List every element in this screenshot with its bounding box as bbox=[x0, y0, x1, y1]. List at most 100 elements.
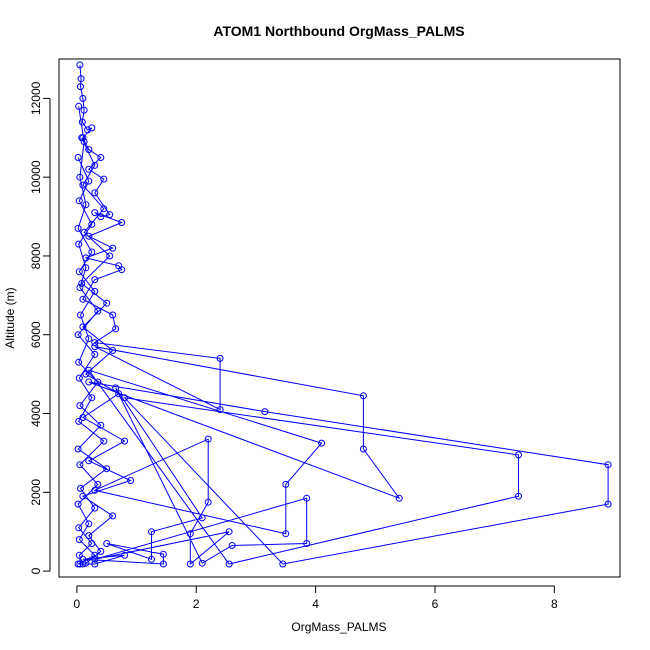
data-point bbox=[79, 94, 87, 102]
y-tick-label: 0 bbox=[29, 567, 43, 574]
data-point bbox=[159, 550, 167, 558]
x-tick-label: 4 bbox=[312, 597, 319, 611]
data-point bbox=[74, 224, 82, 232]
data-point bbox=[115, 390, 123, 398]
data-point bbox=[103, 540, 111, 547]
data-point bbox=[159, 560, 167, 568]
data-point bbox=[88, 248, 96, 256]
data-point bbox=[359, 445, 367, 453]
data-point bbox=[228, 542, 236, 549]
data-point bbox=[79, 181, 87, 189]
data-point bbox=[186, 560, 194, 568]
data-point bbox=[121, 394, 129, 402]
data-point bbox=[88, 124, 96, 132]
data-point bbox=[76, 461, 84, 469]
data-point bbox=[216, 406, 224, 414]
data-point bbox=[109, 512, 117, 520]
data-point bbox=[82, 370, 90, 378]
data-point bbox=[77, 311, 84, 319]
y-tick-label: 2000 bbox=[29, 479, 43, 506]
data-point bbox=[82, 201, 90, 209]
data-point bbox=[109, 347, 117, 354]
data-point bbox=[76, 61, 84, 69]
x-tick-label: 8 bbox=[551, 597, 558, 611]
data-point bbox=[604, 461, 612, 469]
y-axis: 0 2000 4000 6000 8000 10000 12000 bbox=[29, 81, 51, 574]
data-point bbox=[100, 205, 108, 213]
data-point bbox=[282, 530, 290, 538]
data-point bbox=[118, 266, 126, 274]
x-tick-label: 6 bbox=[432, 597, 439, 611]
data-point bbox=[91, 350, 99, 358]
data-point bbox=[91, 343, 99, 351]
data-point bbox=[82, 264, 90, 272]
data-point bbox=[85, 378, 93, 386]
data-point bbox=[112, 325, 120, 333]
plot-area bbox=[74, 61, 612, 568]
data-point bbox=[91, 189, 99, 197]
x-tick-label: 2 bbox=[193, 597, 200, 611]
data-point bbox=[100, 437, 108, 445]
data-point bbox=[106, 252, 114, 260]
data-point bbox=[75, 102, 83, 110]
data-point bbox=[91, 560, 99, 568]
data-point bbox=[76, 402, 84, 410]
data-point bbox=[85, 335, 93, 343]
x-axis-label: OrgMass_PALMS bbox=[291, 620, 386, 634]
data-point bbox=[85, 165, 93, 173]
data-point bbox=[100, 175, 108, 183]
data-point bbox=[91, 161, 99, 169]
data-point bbox=[75, 374, 83, 382]
plot-frame bbox=[58, 58, 621, 578]
data-point bbox=[77, 83, 84, 91]
data-point bbox=[75, 536, 83, 544]
series-layer bbox=[74, 61, 612, 568]
data-point bbox=[78, 134, 86, 142]
data-point bbox=[97, 154, 105, 161]
data-point bbox=[204, 498, 212, 506]
data-point bbox=[279, 560, 287, 568]
data-point bbox=[103, 465, 111, 473]
series-0 bbox=[76, 61, 612, 568]
data-point bbox=[112, 384, 120, 392]
data-point bbox=[359, 392, 367, 400]
data-point bbox=[76, 173, 84, 181]
data-point bbox=[204, 435, 212, 443]
data-point bbox=[261, 408, 269, 416]
data-point bbox=[84, 126, 92, 134]
data-point bbox=[225, 528, 233, 536]
series-line bbox=[77, 157, 105, 565]
data-point bbox=[121, 551, 129, 559]
data-point bbox=[127, 477, 135, 484]
data-point bbox=[303, 494, 311, 502]
data-point bbox=[303, 540, 311, 547]
data-point bbox=[88, 220, 96, 228]
data-point bbox=[118, 219, 126, 226]
data-point bbox=[75, 551, 83, 559]
data-point bbox=[91, 276, 99, 284]
data-point bbox=[97, 421, 105, 429]
data-point bbox=[148, 555, 155, 563]
data-point bbox=[186, 530, 194, 538]
data-point bbox=[94, 480, 102, 488]
data-point bbox=[85, 532, 93, 540]
data-point bbox=[75, 417, 83, 425]
data-point bbox=[75, 358, 83, 366]
data-point bbox=[109, 244, 117, 252]
data-point bbox=[94, 378, 102, 386]
series-2 bbox=[78, 134, 135, 567]
data-point bbox=[75, 240, 83, 248]
data-point bbox=[109, 311, 117, 319]
data-point bbox=[77, 75, 85, 83]
data-point bbox=[515, 451, 522, 459]
data-point bbox=[79, 295, 87, 303]
data-point bbox=[85, 177, 93, 185]
data-point bbox=[106, 211, 114, 219]
series-line bbox=[79, 64, 609, 566]
data-point bbox=[91, 504, 99, 512]
y-axis-label: Altitude (m) bbox=[3, 287, 17, 348]
data-point bbox=[103, 299, 111, 307]
data-point bbox=[395, 494, 403, 502]
data-point bbox=[97, 547, 105, 555]
